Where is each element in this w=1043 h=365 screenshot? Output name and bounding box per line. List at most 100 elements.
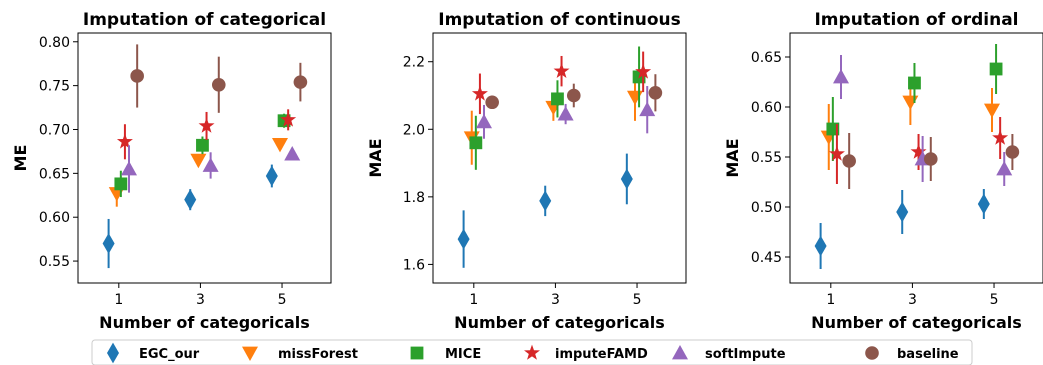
data-point bbox=[551, 92, 564, 106]
data-point bbox=[833, 69, 850, 84]
plot-frame bbox=[789, 32, 1043, 284]
data-point bbox=[184, 189, 197, 211]
y-tick-label: 0.75 bbox=[39, 79, 70, 95]
x-axis-label: Number of categoricals bbox=[99, 313, 310, 332]
series-egc-our bbox=[814, 189, 990, 269]
data-point bbox=[996, 161, 1013, 176]
data-point bbox=[902, 95, 919, 110]
x-tick-label: 3 bbox=[551, 292, 560, 308]
y-tick-label: 0.50 bbox=[751, 200, 782, 216]
data-point bbox=[635, 63, 652, 79]
data-point bbox=[130, 69, 144, 83]
data-point bbox=[196, 138, 209, 152]
x-tick-label: 3 bbox=[908, 292, 917, 308]
legend-entry-softimpute: softImpute bbox=[672, 345, 786, 362]
y-tick-label: 0.70 bbox=[39, 122, 70, 138]
data-point bbox=[539, 190, 552, 212]
data-point bbox=[989, 62, 1003, 76]
y-axis-label: MAE bbox=[723, 138, 742, 177]
data-point bbox=[557, 106, 574, 121]
legend-marker bbox=[410, 346, 424, 360]
panel-continuous: Imputation of continuous 1.6 1.8 2.0 2.2 1 3 5 N… bbox=[366, 10, 687, 332]
legend-entry-baseline: baseline bbox=[865, 346, 959, 362]
data-point bbox=[280, 111, 297, 127]
data-point bbox=[977, 193, 990, 215]
legend-marker bbox=[672, 345, 688, 360]
data-point bbox=[211, 77, 226, 92]
series-baseline bbox=[842, 133, 1020, 189]
series-imputefamd bbox=[471, 51, 652, 115]
y-tick-label: 2.0 bbox=[403, 122, 425, 138]
data-point bbox=[202, 157, 219, 172]
legend-label: EGC_our bbox=[139, 347, 200, 362]
plot-frame bbox=[77, 32, 332, 284]
x-tick-label: 5 bbox=[633, 292, 642, 308]
data-point bbox=[469, 136, 483, 150]
data-point bbox=[476, 113, 493, 129]
x-tick-label: 1 bbox=[469, 292, 478, 308]
panel-categorical: Imputation of categorical 0.55 0.60 0.65 0.7… bbox=[11, 10, 332, 332]
legend-marker bbox=[242, 346, 258, 361]
data-point bbox=[121, 160, 138, 176]
data-point bbox=[828, 145, 845, 161]
series-missforest bbox=[463, 73, 643, 165]
y-tick-label: 2.2 bbox=[403, 55, 425, 71]
series-egc-our bbox=[457, 153, 633, 268]
data-point bbox=[102, 233, 115, 254]
legend-label: baseline bbox=[897, 347, 959, 362]
panel-ordinal: Imputation of ordinal 0.45 0.50 0.55 0.60 0.6… bbox=[723, 10, 1043, 332]
legend-entry-mice: MICE bbox=[410, 346, 481, 362]
data-point bbox=[992, 129, 1009, 145]
series-softimpute bbox=[121, 145, 301, 193]
y-tick-label: 1.6 bbox=[403, 257, 425, 273]
y-tick-label: 0.80 bbox=[39, 35, 70, 51]
data-point bbox=[983, 103, 1000, 118]
y-tick-label: 0.60 bbox=[751, 100, 782, 116]
chart-title: Imputation of categorical bbox=[83, 10, 326, 30]
data-point bbox=[114, 177, 128, 191]
series-imputefamd bbox=[116, 109, 297, 160]
legend-marker bbox=[524, 344, 540, 360]
legend-entry-missforest: missForest bbox=[242, 346, 358, 362]
x-tick-label: 5 bbox=[278, 292, 287, 308]
y-tick-label: 1.8 bbox=[403, 190, 425, 206]
data-point bbox=[457, 228, 470, 250]
y-tick-label: 0.60 bbox=[39, 210, 70, 226]
series-softimpute bbox=[833, 55, 1013, 186]
x-tick-label: 1 bbox=[826, 292, 835, 308]
y-axis-label: MAE bbox=[366, 138, 385, 177]
legend-marker bbox=[107, 342, 119, 364]
data-point bbox=[116, 133, 133, 149]
x-axis-label: Number of categoricals bbox=[454, 313, 665, 332]
data-point bbox=[896, 201, 909, 223]
x-tick-label: 1 bbox=[114, 292, 123, 308]
data-point bbox=[908, 76, 921, 90]
data-point bbox=[190, 153, 207, 169]
legend-entry-egc-our: EGC_our bbox=[107, 342, 200, 364]
data-point bbox=[648, 85, 663, 100]
legend: EGC_our missForest MICE imputeFAMD softImput… bbox=[91, 339, 973, 365]
series-mice bbox=[826, 44, 1003, 161]
data-point bbox=[485, 95, 499, 110]
y-tick-label: 0.65 bbox=[39, 166, 70, 182]
x-axis-label: Number of categoricals bbox=[811, 313, 1022, 332]
series-egc-our bbox=[102, 164, 278, 269]
data-point bbox=[265, 165, 278, 187]
x-tick-label: 3 bbox=[196, 292, 205, 308]
series-mice bbox=[469, 46, 646, 170]
data-point bbox=[271, 138, 288, 153]
y-tick-label: 0.55 bbox=[39, 254, 70, 270]
data-point bbox=[626, 90, 643, 106]
series-baseline bbox=[485, 74, 663, 112]
y-tick-label: 0.45 bbox=[751, 250, 782, 266]
data-point bbox=[620, 168, 633, 190]
legend-label: imputeFAMD bbox=[555, 347, 648, 362]
y-tick-label: 0.65 bbox=[751, 50, 782, 66]
legend-label: softImpute bbox=[705, 347, 786, 362]
series-softimpute bbox=[476, 86, 656, 139]
data-point bbox=[293, 75, 308, 89]
data-point bbox=[842, 154, 856, 168]
series-imputefamd bbox=[828, 117, 1009, 184]
y-axis-label: ME bbox=[11, 145, 30, 172]
